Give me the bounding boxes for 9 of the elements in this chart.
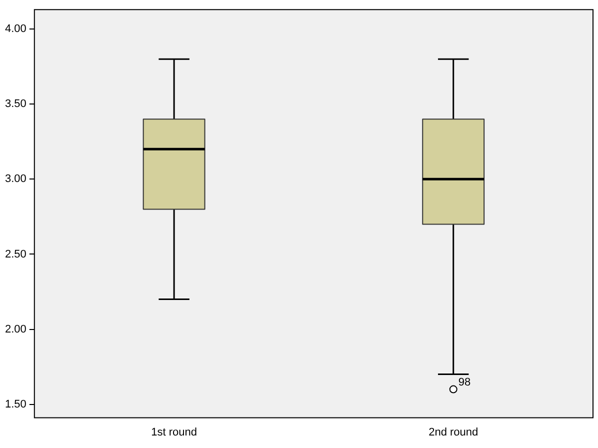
y-tick-label: 4.00 — [4, 23, 26, 36]
y-tick-label: 3.00 — [4, 173, 26, 186]
y-tick-label: 1.50 — [4, 398, 26, 410]
y-tick-label: 3.50 — [4, 98, 26, 110]
x-tick-label: 2nd round — [428, 426, 478, 438]
y-tick-label: 2.50 — [4, 248, 26, 260]
x-tick-label: 1st round — [151, 426, 197, 438]
annotation: 98 — [458, 376, 471, 388]
y-tick-label: 2.00 — [4, 323, 26, 336]
